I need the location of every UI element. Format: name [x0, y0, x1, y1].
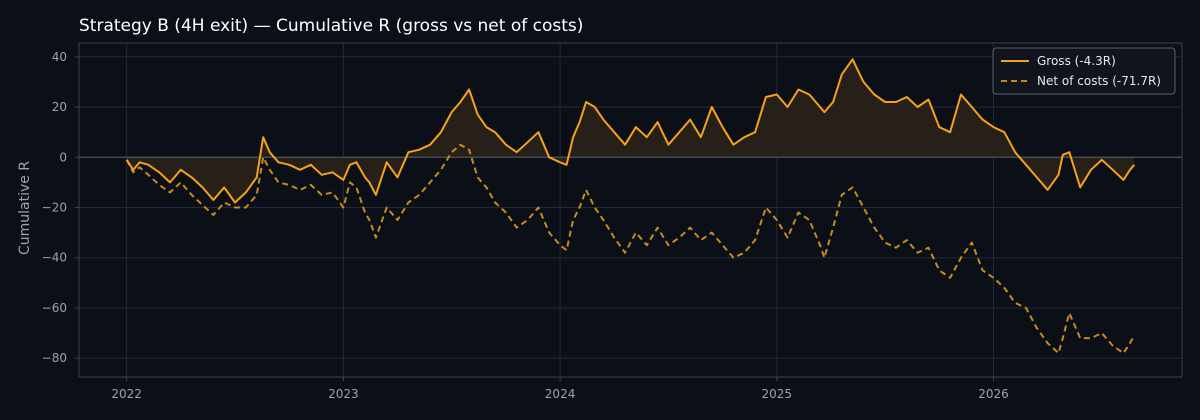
x-tick-label: 2023	[328, 387, 359, 401]
x-tick-label: 2025	[761, 387, 792, 401]
chart-title: Strategy B (4H exit) — Cumulative R (gro…	[79, 16, 583, 36]
x-tick-label: 2026	[978, 387, 1009, 401]
y-tick-label: −60	[42, 301, 67, 315]
area-fill	[126, 59, 1135, 203]
y-axis-label: Cumulative R	[17, 161, 33, 255]
series-line-gross	[125, 58, 1136, 204]
legend-label: Gross (-4.3R)	[1037, 54, 1116, 68]
gross-area-fill	[126, 59, 1135, 203]
plot-frame	[78, 42, 1183, 378]
x-tick-label: 2024	[545, 387, 576, 401]
y-axis-ticks: 40 20 0 −20 −40 −60 −80	[42, 50, 79, 365]
y-tick-label: −40	[42, 251, 67, 265]
x-tick-label: 2022	[111, 387, 142, 401]
legend: Gross (-4.3R) Net of costs (-71.7R)	[992, 47, 1176, 95]
legend-label: Net of costs (-71.7R)	[1037, 74, 1161, 88]
series-line-net	[125, 143, 1136, 355]
y-tick-label: 40	[52, 50, 67, 64]
y-tick-label: −20	[42, 200, 67, 214]
y-tick-label: 20	[52, 100, 67, 114]
y-tick-label: −80	[42, 351, 67, 365]
y-tick-label: 0	[59, 150, 67, 164]
x-axis-ticks: 2022 2023 2024 2025 2026	[111, 377, 1009, 401]
series-layer	[125, 58, 1136, 355]
legend-box	[992, 47, 1176, 95]
